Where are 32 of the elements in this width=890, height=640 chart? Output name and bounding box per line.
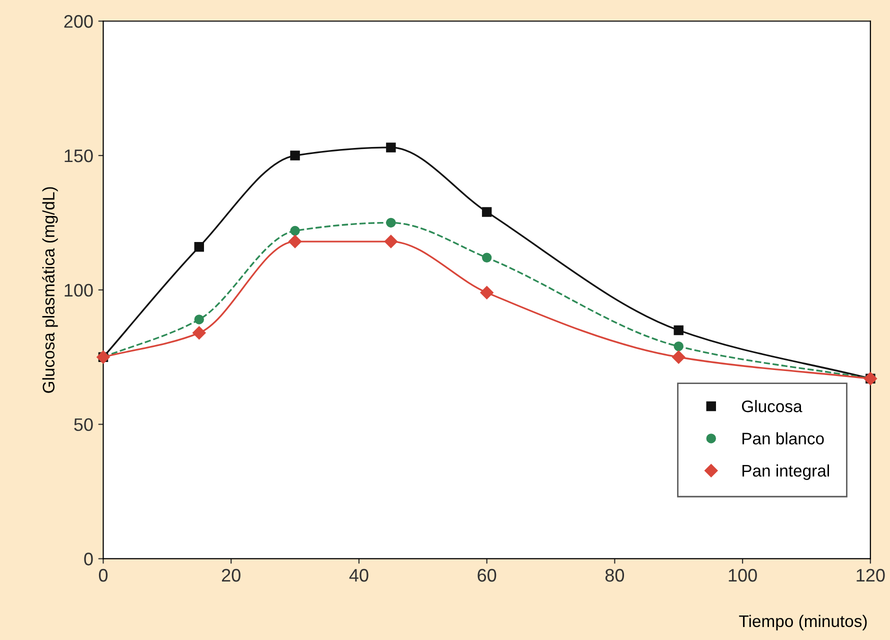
x-tick-label: 100: [728, 568, 757, 582]
y-tick-label: 100: [64, 284, 93, 297]
point: [386, 218, 396, 228]
x-tick-label: 40: [349, 568, 368, 582]
y-tick-label: 50: [74, 418, 93, 432]
point: [194, 314, 204, 324]
x-tick-label: 20: [222, 568, 240, 582]
point: [674, 325, 684, 336]
legend-label: Glucosa: [742, 400, 802, 412]
x-tick-label: 120: [856, 568, 885, 582]
point: [482, 252, 492, 263]
point: [482, 207, 492, 217]
point: [290, 226, 300, 236]
y-tick-label: 0: [84, 552, 93, 566]
point: [192, 326, 206, 340]
point: [290, 150, 300, 160]
y-axis-title: Glucosa plasmática (mg/dL): [42, 187, 58, 393]
x-axis-title: Tiempo (minutos): [739, 614, 867, 630]
point: [288, 234, 302, 248]
point: [672, 350, 686, 364]
point: [386, 142, 396, 152]
x-tick-label: 80: [605, 568, 624, 582]
y-tick-label: 200: [64, 15, 93, 28]
legend-label: Pan integral: [742, 464, 829, 480]
legend-label: Pan blanco: [742, 432, 824, 444]
y-tick-label: 150: [64, 149, 93, 162]
x-tick-label: 60: [478, 568, 496, 582]
point: [674, 342, 684, 352]
x-tick-label: 0: [98, 568, 108, 582]
point: [480, 286, 494, 300]
point: [194, 242, 204, 252]
point: [384, 234, 398, 248]
